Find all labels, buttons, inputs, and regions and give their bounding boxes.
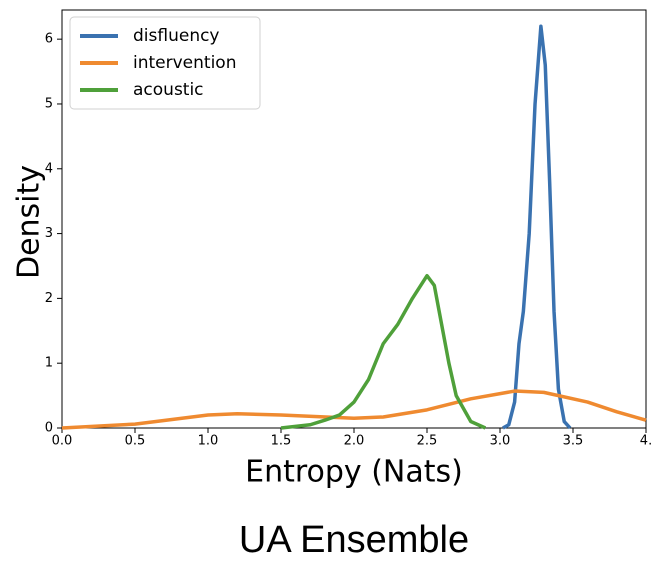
x-tick-label: 4. [640, 434, 652, 449]
line [502, 24, 572, 430]
x-tick-label: 3.0 [490, 434, 511, 449]
y-tick-label: 4 [45, 161, 53, 176]
legend-label: intervention [133, 53, 236, 73]
y-axis-label: Density [12, 165, 47, 279]
legend-label: disfluency [133, 26, 220, 46]
x-axis-label: Entropy (Nats) [245, 455, 463, 490]
line [61, 389, 647, 430]
y-tick-label: 0 [45, 421, 53, 436]
legend-label: acoustic [133, 80, 204, 100]
legend-box [69, 16, 261, 110]
y-tick-label: 5 [45, 96, 53, 111]
y-tick-label: 6 [45, 32, 53, 47]
y-tick-label: 1 [45, 356, 53, 371]
x-tick-label: 1.0 [198, 434, 219, 449]
x-tick-label: 2.5 [417, 434, 438, 449]
line [280, 273, 487, 430]
y-tick-label: 3 [45, 226, 53, 241]
caption: UA Ensemble [239, 519, 469, 561]
x-tick-label: 3.5 [563, 434, 584, 449]
x-tick-label: 2.0 [344, 434, 365, 449]
x-tick-label: 1.5 [271, 434, 292, 449]
y-tick-label: 2 [45, 291, 53, 306]
x-tick-label: 0.0 [52, 434, 73, 449]
x-tick-label: 0.5 [125, 434, 146, 449]
